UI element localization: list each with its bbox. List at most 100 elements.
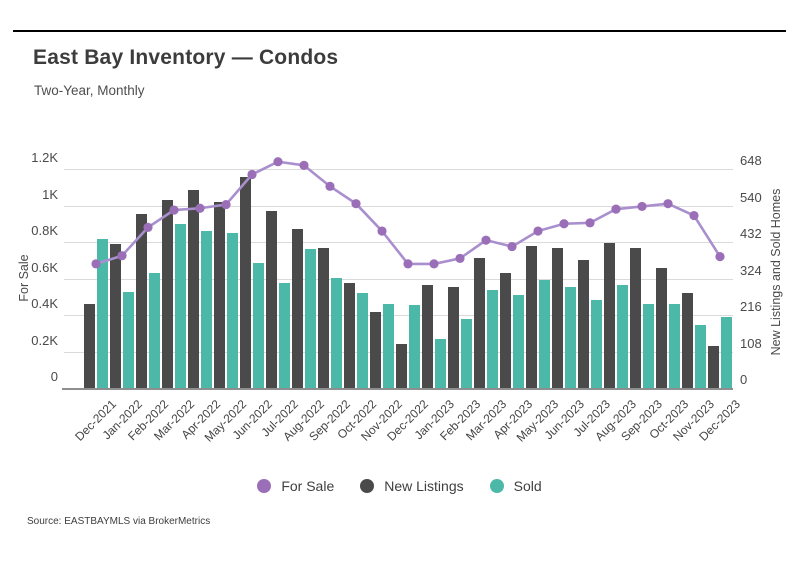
legend: For Sale New Listings Sold xyxy=(0,478,799,494)
right-axis-tick-label: 648 xyxy=(740,153,762,168)
bar-sold xyxy=(435,338,446,388)
bar-new-listings xyxy=(526,246,537,388)
left-axis-tick-label: 0.4K xyxy=(31,296,58,311)
bar-new-listings xyxy=(500,273,511,388)
bar-new-listings xyxy=(552,247,563,388)
for-sale-point xyxy=(273,157,283,167)
bar-new-listings xyxy=(318,247,329,388)
left-axis-tick-label: 0.8K xyxy=(31,223,58,238)
left-axis-tick-label: 0 xyxy=(50,369,58,384)
bar-sold xyxy=(409,305,420,388)
bar-sold xyxy=(149,273,160,388)
right-axis-tick-label: 0 xyxy=(740,372,748,387)
bar-new-listings xyxy=(708,345,719,388)
right-axis-tick-label: 540 xyxy=(740,189,762,205)
bar-new-listings xyxy=(292,229,303,388)
bar-new-listings xyxy=(162,200,173,388)
bar-sold xyxy=(201,230,212,388)
bar-sold xyxy=(669,303,680,388)
legend-label: Sold xyxy=(513,478,542,494)
for-sale-point xyxy=(429,259,439,269)
bar-new-listings xyxy=(110,244,121,388)
bar-new-listings xyxy=(188,190,199,388)
gridline xyxy=(64,278,733,280)
bar-sold xyxy=(643,303,654,388)
bar-new-listings xyxy=(240,176,251,388)
bar-sold xyxy=(279,283,290,388)
source-note: Source: EASTBAYMLS via BrokerMetrics xyxy=(27,516,211,527)
left-axis-title: For Sale xyxy=(17,254,31,302)
bar-new-listings xyxy=(422,284,433,388)
bar-new-listings xyxy=(344,283,355,388)
bar-sold xyxy=(175,224,186,388)
for-sale-point xyxy=(507,241,517,252)
right-axis-title: New Listings and Sold Homes xyxy=(769,188,783,356)
bar-new-listings xyxy=(214,202,225,388)
bar-sold xyxy=(539,279,550,388)
right-axis-tick-label: 216 xyxy=(740,299,762,314)
for-sale-point xyxy=(663,199,673,209)
left-axis-tick-label: 1.2K xyxy=(31,150,58,165)
bar-new-listings xyxy=(630,247,641,388)
legend-label: New Listings xyxy=(384,478,464,494)
for-sale-point xyxy=(689,210,699,221)
legend-label: For Sale xyxy=(281,478,335,494)
left-axis-tick-label: 0.6K xyxy=(31,259,58,275)
left-axis-tick-label: 0.2K xyxy=(31,332,58,348)
bar-sold xyxy=(357,293,368,388)
for-sale-point xyxy=(351,199,361,209)
bar-sold xyxy=(461,318,472,388)
x-axis-line xyxy=(62,388,733,390)
bar-new-listings xyxy=(604,242,615,388)
bar-sold xyxy=(253,262,264,388)
bar-sold xyxy=(123,291,134,388)
bar-new-listings xyxy=(84,303,95,388)
bar-new-listings xyxy=(396,344,407,388)
chart-subtitle: Two-Year, Monthly xyxy=(34,83,145,98)
bar-new-listings xyxy=(656,268,667,388)
bar-new-listings xyxy=(370,311,381,388)
gridline xyxy=(64,315,733,316)
bar-sold xyxy=(227,232,238,388)
legend-dot-icon xyxy=(257,479,272,493)
right-axis-tick-label: 432 xyxy=(740,226,762,241)
legend-dot-icon xyxy=(360,479,375,493)
for-sale-point xyxy=(325,181,335,191)
chart-title: East Bay Inventory — Condos xyxy=(33,46,339,69)
for-sale-point xyxy=(559,219,569,229)
legend-item: Sold xyxy=(489,478,542,494)
for-sale-point xyxy=(533,226,543,236)
left-axis-tick-label: 1K xyxy=(42,186,58,202)
for-sale-point xyxy=(481,235,491,245)
legend-dot-icon xyxy=(489,479,504,493)
for-sale-point xyxy=(715,252,725,262)
bar-sold xyxy=(591,300,602,388)
bar-sold xyxy=(617,284,628,388)
bar-sold xyxy=(97,239,108,388)
bar-new-listings xyxy=(578,259,589,388)
bar-new-listings xyxy=(266,210,277,388)
legend-item: New Listings xyxy=(360,478,464,494)
bar-sold xyxy=(695,325,706,388)
bar-new-listings xyxy=(682,293,693,388)
bar-sold xyxy=(331,278,342,388)
bar-sold xyxy=(305,249,316,388)
for-sale-point xyxy=(585,218,595,228)
for-sale-point xyxy=(403,259,413,269)
bar-new-listings xyxy=(136,213,147,388)
bar-sold xyxy=(721,317,732,388)
bar-sold xyxy=(383,303,394,388)
legend-item: For Sale xyxy=(257,478,334,494)
bar-sold xyxy=(513,295,524,388)
right-axis-tick-label: 324 xyxy=(740,262,762,278)
gridline xyxy=(64,169,733,170)
bar-new-listings xyxy=(448,286,459,388)
bar-sold xyxy=(565,286,576,388)
for-sale-point xyxy=(377,226,387,236)
for-sale-point xyxy=(455,253,465,264)
bar-new-listings xyxy=(474,257,485,388)
bar-sold xyxy=(487,289,498,388)
top-divider-rule xyxy=(13,30,786,32)
right-axis-tick-label: 108 xyxy=(740,335,762,351)
